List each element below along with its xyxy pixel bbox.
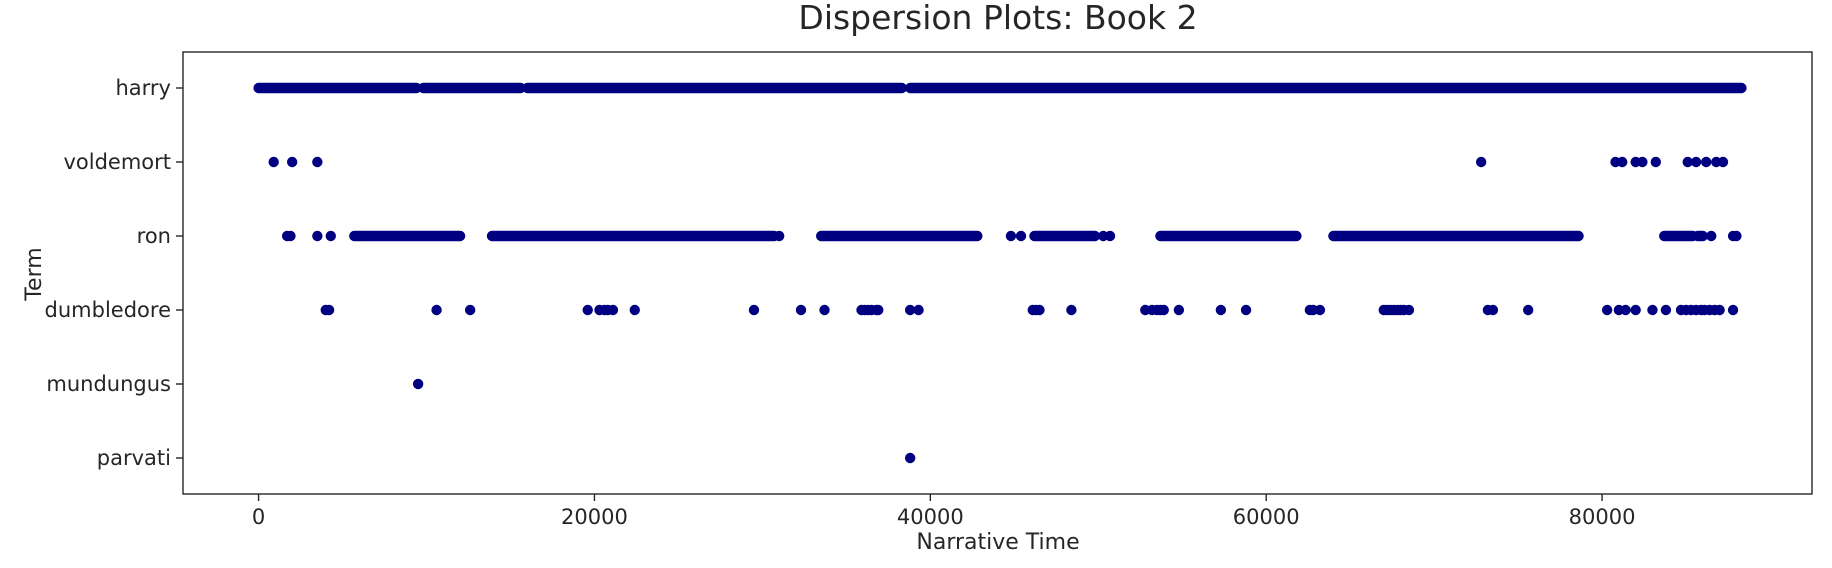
x-tick-label: 60000	[1233, 505, 1300, 529]
occurrence-point	[1637, 156, 1648, 168]
y-tick-label-ron: ron	[137, 224, 171, 248]
y-tick-label-harry: harry	[115, 76, 171, 100]
occurrence-point	[1682, 156, 1693, 168]
occurrence-point	[819, 304, 830, 316]
occurrence-point	[464, 304, 476, 316]
dense-occurrence-run	[486, 230, 780, 242]
occurrence-point	[904, 304, 916, 316]
occurrence-point	[1700, 156, 1712, 168]
occurrence-point	[323, 304, 335, 316]
occurrence-point	[1727, 304, 1739, 316]
occurrence-point	[1215, 304, 1227, 316]
series-voldemort	[268, 156, 1729, 168]
plot-frame	[182, 51, 1813, 495]
dense-occurrence-run	[253, 82, 422, 94]
dense-occurrence-run	[1328, 230, 1584, 242]
series-harry	[253, 82, 1747, 94]
x-axis: 0 20000 40000 60000 80000	[252, 494, 1636, 529]
occurrence-point	[1034, 304, 1045, 316]
dense-occurrence-run	[1155, 230, 1302, 242]
occurrence-point	[1005, 230, 1017, 242]
series-dumbledore	[320, 304, 1739, 316]
occurrence-point	[1066, 304, 1077, 316]
series-ron	[281, 230, 1742, 242]
occurrence-point	[773, 230, 785, 242]
series-mundungus	[412, 378, 424, 390]
plot-area	[182, 51, 1813, 495]
occurrence-point	[1690, 156, 1702, 168]
occurrence-point	[1617, 156, 1628, 168]
series-parvati	[904, 452, 916, 464]
x-tick-label: 20000	[561, 505, 628, 529]
x-tick-label: 0	[252, 505, 265, 529]
x-tick-label: 40000	[897, 505, 964, 529]
dense-occurrence-run	[417, 82, 526, 94]
occurrence-point	[268, 156, 279, 168]
occurrence-point	[1660, 304, 1672, 316]
y-tick-label-parvati: parvati	[97, 446, 171, 470]
dense-occurrence-run	[904, 82, 1747, 94]
chart-title: Dispersion Plots: Book 2	[798, 0, 1197, 37]
occurrence-point	[1522, 304, 1534, 316]
dense-occurrence-run	[349, 230, 466, 242]
occurrence-point	[1104, 230, 1116, 242]
occurrence-point	[1314, 304, 1326, 316]
y-tick-label-voldemort: voldemort	[63, 150, 171, 174]
x-axis-label: Narrative Time	[916, 530, 1079, 555]
dense-occurrence-run	[815, 230, 983, 242]
occurrence-point	[582, 304, 593, 316]
occurrence-point	[1475, 156, 1487, 168]
dense-occurrence-run	[1692, 230, 1709, 242]
occurrence-point	[913, 304, 924, 316]
occurrence-point	[1601, 304, 1613, 316]
occurrence-point	[873, 304, 884, 316]
data-points	[253, 82, 1747, 464]
dense-occurrence-run	[1659, 230, 1698, 242]
occurrence-point	[1630, 304, 1641, 316]
occurrence-point	[431, 304, 442, 316]
occurrence-point	[1015, 230, 1027, 242]
occurrence-point	[1717, 156, 1729, 168]
occurrence-point	[312, 156, 323, 168]
occurrence-point	[1647, 304, 1658, 316]
y-tick-label-mundungus: mundungus	[46, 372, 171, 396]
occurrence-point	[1620, 304, 1631, 316]
occurrence-point	[286, 156, 298, 168]
occurrence-point	[1240, 304, 1252, 316]
occurrence-point	[1731, 230, 1742, 242]
occurrence-point	[312, 230, 323, 242]
dense-occurrence-run	[522, 82, 907, 94]
occurrence-point	[607, 304, 619, 316]
occurrence-point	[1403, 304, 1415, 316]
y-axis: harry voldemort ron dumbledore mundungus parv…	[45, 76, 183, 470]
occurrence-point	[1487, 304, 1499, 316]
occurrence-point	[1706, 230, 1717, 242]
y-tick-label-dumbledore: dumbledore	[45, 298, 171, 322]
occurrence-point	[1714, 304, 1725, 316]
occurrence-point	[748, 304, 760, 316]
occurrence-point	[629, 304, 640, 316]
occurrence-point	[1650, 156, 1662, 168]
occurrence-point	[285, 230, 296, 242]
y-axis-label: Term	[22, 247, 47, 301]
occurrence-point	[904, 452, 916, 464]
x-tick-label: 80000	[1569, 505, 1636, 529]
occurrence-point	[795, 304, 807, 316]
occurrence-point	[1158, 304, 1169, 316]
occurrence-point	[412, 378, 424, 390]
dense-occurrence-run	[1029, 230, 1101, 242]
occurrence-point	[1173, 304, 1185, 316]
occurrence-point	[325, 230, 336, 242]
